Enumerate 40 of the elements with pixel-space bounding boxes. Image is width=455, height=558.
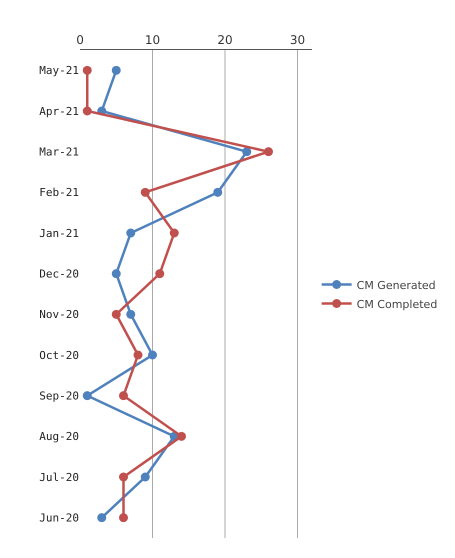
point [126,310,136,319]
point [264,147,273,156]
point [140,472,150,482]
point [177,432,186,441]
x-tick-label: 0 [76,33,84,48]
y-tick-label: Dec-20 [39,268,79,281]
y-tick-label: Nov-20 [39,308,79,322]
y-tick-label: Apr-21 [39,104,79,118]
point [82,106,92,116]
point [126,228,136,238]
point [112,269,121,278]
y-tick-label: Jul-20 [39,470,79,484]
y-tick-label: Jun-20 [39,512,79,525]
y-tick-label: Aug-20 [39,430,79,444]
point [213,188,222,197]
point [119,472,128,482]
point [82,391,92,400]
point [97,513,106,522]
x-tick-label: 10 [144,33,160,48]
point [242,147,252,156]
point [119,391,128,400]
point [170,228,179,238]
point [82,66,92,75]
point [155,269,164,278]
y-tick-label: Sep-20 [39,390,79,403]
legend-label: CM Completed [356,298,438,311]
y-tick-label: Oct-20 [39,348,79,362]
y-tick-label: Feb-21 [39,186,79,200]
point [134,350,142,360]
x-tick-label: 20 [217,33,233,48]
y-tick-label: Jan-21 [39,226,79,240]
point [140,188,150,197]
x-tick-label: 30 [290,33,306,48]
point [119,513,128,522]
point [112,66,121,75]
point [112,310,121,319]
y-tick-label: Mar-21 [39,146,79,159]
point [148,350,157,360]
legend-label: CM Generated [356,278,436,292]
y-tick-label: May-21 [39,64,79,78]
